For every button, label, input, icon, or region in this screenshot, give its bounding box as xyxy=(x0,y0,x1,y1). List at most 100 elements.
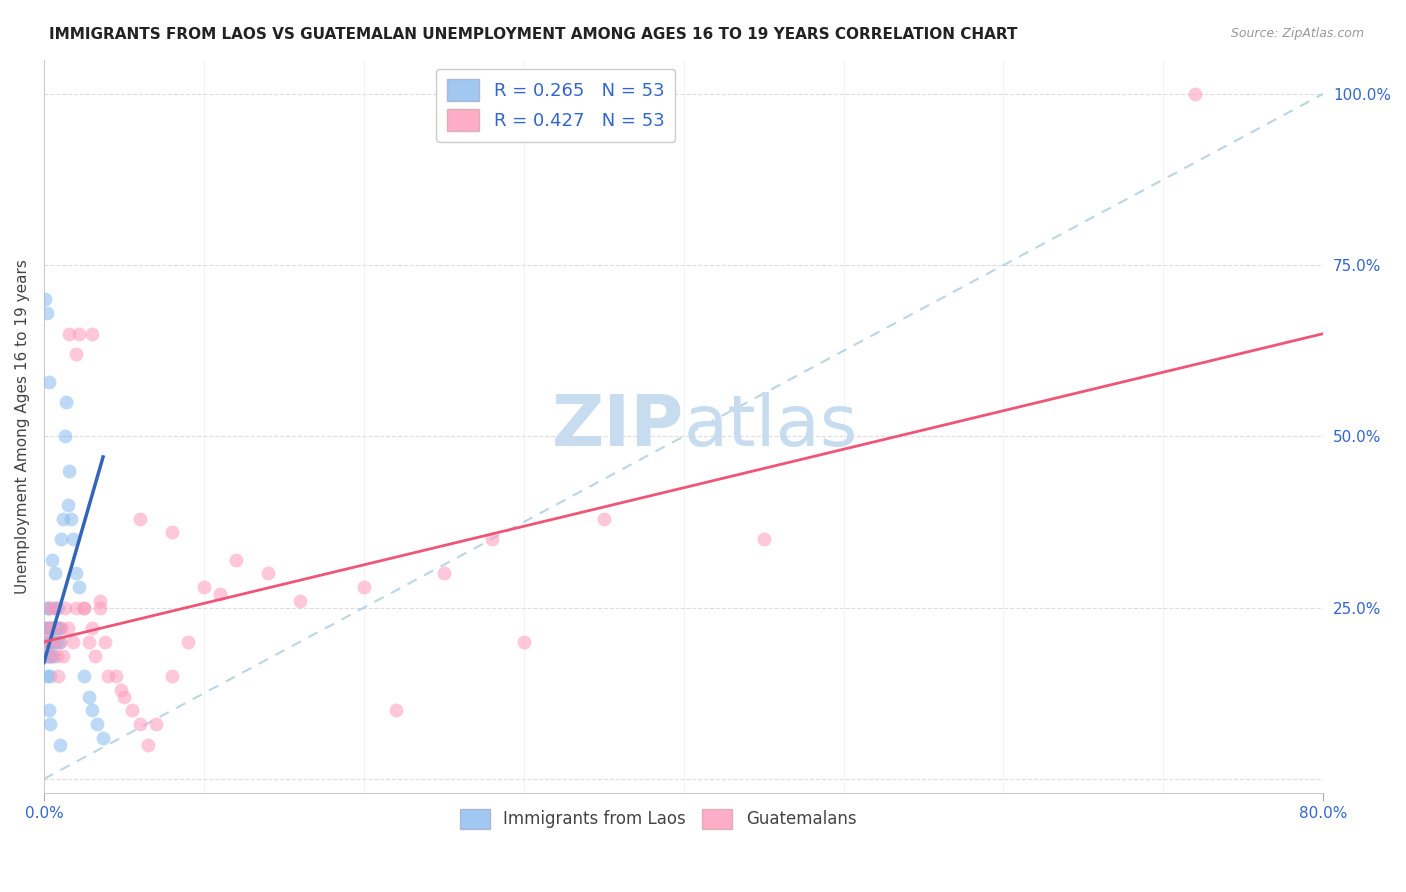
Point xyxy=(35,621,58,635)
Point xyxy=(89,600,111,615)
Point xyxy=(177,635,200,649)
Point xyxy=(35,306,58,320)
Point xyxy=(592,511,614,525)
Point xyxy=(62,635,84,649)
Point xyxy=(58,464,80,478)
Point xyxy=(208,587,231,601)
Point xyxy=(1184,87,1206,101)
Point xyxy=(91,731,114,745)
Point xyxy=(49,635,72,649)
Point xyxy=(65,347,87,361)
Point xyxy=(97,669,120,683)
Point xyxy=(39,621,62,635)
Point xyxy=(62,532,84,546)
Legend: Immigrants from Laos, Guatemalans: Immigrants from Laos, Guatemalans xyxy=(453,802,863,836)
Point xyxy=(80,326,103,341)
Point xyxy=(44,600,66,615)
Point xyxy=(44,566,66,581)
Point xyxy=(53,600,76,615)
Point xyxy=(41,635,63,649)
Point xyxy=(35,648,58,663)
Point xyxy=(39,648,62,663)
Point xyxy=(53,429,76,443)
Point xyxy=(65,600,87,615)
Text: ZIP: ZIP xyxy=(551,392,683,460)
Point xyxy=(89,594,111,608)
Point xyxy=(41,621,63,635)
Point xyxy=(34,293,56,307)
Point xyxy=(34,635,56,649)
Point xyxy=(110,682,132,697)
Point xyxy=(65,566,87,581)
Point xyxy=(46,669,69,683)
Point xyxy=(38,703,60,717)
Point xyxy=(93,635,115,649)
Point xyxy=(160,525,183,540)
Point xyxy=(128,511,150,525)
Point xyxy=(42,621,65,635)
Point xyxy=(433,566,456,581)
Point xyxy=(42,635,65,649)
Point xyxy=(39,717,62,731)
Point xyxy=(256,566,278,581)
Point xyxy=(86,717,108,731)
Point xyxy=(34,635,56,649)
Point xyxy=(49,621,72,635)
Point xyxy=(77,635,100,649)
Point xyxy=(67,580,90,594)
Point xyxy=(52,648,75,663)
Point xyxy=(55,395,77,409)
Point xyxy=(34,621,56,635)
Point xyxy=(44,635,66,649)
Point xyxy=(225,552,247,566)
Point xyxy=(752,532,775,546)
Point xyxy=(121,703,143,717)
Text: IMMIGRANTS FROM LAOS VS GUATEMALAN UNEMPLOYMENT AMONG AGES 16 TO 19 YEARS CORREL: IMMIGRANTS FROM LAOS VS GUATEMALAN UNEMP… xyxy=(49,27,1018,42)
Point xyxy=(52,511,75,525)
Point xyxy=(104,669,127,683)
Point xyxy=(45,648,67,663)
Point xyxy=(80,703,103,717)
Point xyxy=(39,635,62,649)
Point xyxy=(67,326,90,341)
Point xyxy=(44,600,66,615)
Point xyxy=(60,511,83,525)
Point xyxy=(41,648,63,663)
Point xyxy=(41,635,63,649)
Point xyxy=(58,326,80,341)
Point xyxy=(128,717,150,731)
Text: Source: ZipAtlas.com: Source: ZipAtlas.com xyxy=(1230,27,1364,40)
Point xyxy=(136,738,159,752)
Point xyxy=(353,580,375,594)
Point xyxy=(44,621,66,635)
Point xyxy=(39,600,62,615)
Point xyxy=(51,621,73,635)
Point xyxy=(42,648,65,663)
Point xyxy=(73,669,96,683)
Point xyxy=(46,621,69,635)
Point xyxy=(38,621,60,635)
Point xyxy=(73,600,96,615)
Point xyxy=(160,669,183,683)
Point xyxy=(84,648,107,663)
Point xyxy=(112,690,135,704)
Point xyxy=(384,703,406,717)
Point xyxy=(193,580,215,594)
Point xyxy=(73,600,96,615)
Point xyxy=(46,600,69,615)
Point xyxy=(38,600,60,615)
Point xyxy=(35,621,58,635)
Point xyxy=(77,690,100,704)
Point xyxy=(56,498,79,512)
Point xyxy=(51,532,73,546)
Point xyxy=(49,738,72,752)
Point xyxy=(35,669,58,683)
Point xyxy=(49,635,72,649)
Point xyxy=(145,717,167,731)
Point xyxy=(34,648,56,663)
Point xyxy=(42,621,65,635)
Point xyxy=(56,621,79,635)
Point xyxy=(288,594,311,608)
Point xyxy=(38,648,60,663)
Point xyxy=(35,600,58,615)
